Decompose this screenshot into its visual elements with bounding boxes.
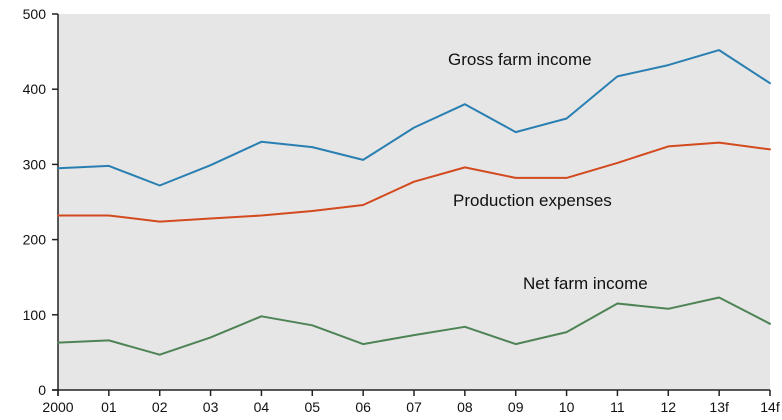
x-tick-label: 12 [660,399,676,415]
series-line-net-farm-income [57,296,771,356]
x-tick-label: 10 [559,399,575,415]
x-axis: 2000 01 02 03 04 05 06 07 08 09 10 11 12 13f 14f [42,389,780,415]
y-tick-label: 200 [23,232,47,248]
y-axis: 0 100 200 300 400 500 [23,6,59,398]
y-tick-label: 100 [23,307,47,323]
series-lines [57,49,771,356]
x-tick-label: 05 [304,399,320,415]
x-tick-label: 2000 [42,399,73,415]
y-tick-label: 500 [23,6,47,22]
series-label-gross-farm-income: Gross farm income [448,50,592,69]
x-tick-label: 09 [508,399,524,415]
x-tick-label: 01 [101,399,117,415]
x-tick-label: 06 [355,399,371,415]
plot-area [58,14,770,390]
x-tick-label: 07 [406,399,422,415]
x-tick-label: 14f [760,399,780,415]
x-tick-label: 13f [709,399,729,415]
x-tick-label: 11 [610,399,625,415]
series-label-production-expenses: Production expenses [453,191,612,210]
x-tick-label: 04 [254,399,270,415]
y-tick-label: 400 [23,81,47,97]
y-tick-label: 0 [38,382,46,398]
x-tick-label: 02 [152,399,168,415]
y-tick-label: 300 [23,156,47,172]
x-tick-label: 08 [457,399,473,415]
series-line-production-expenses [57,141,771,223]
x-tick-label: 03 [203,399,219,415]
series-line-gross-farm-income [57,49,771,187]
series-label-net-farm-income: Net farm income [523,274,648,293]
